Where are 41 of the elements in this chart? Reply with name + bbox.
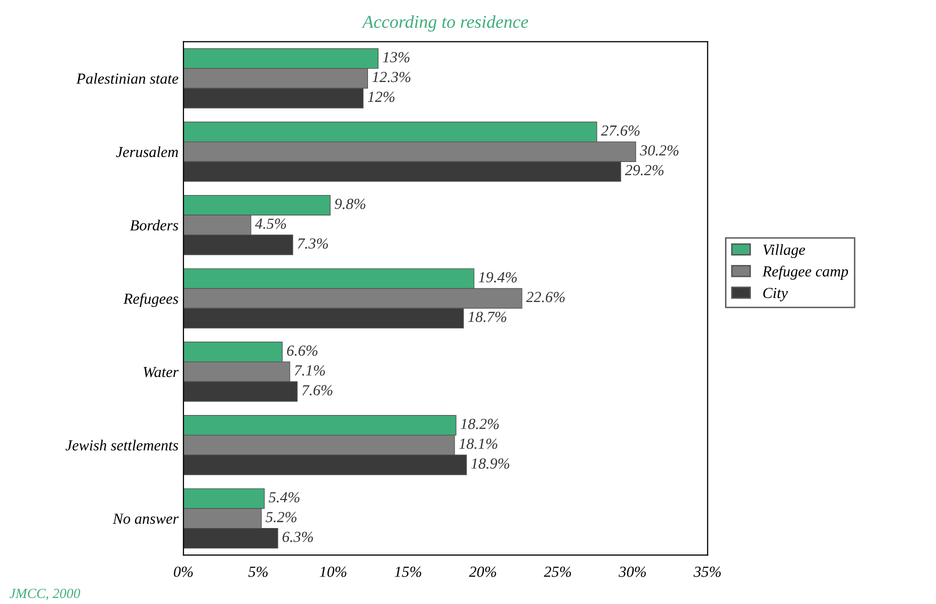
y-tick-label: Palestinian state [76, 73, 178, 84]
data-label: 12% [368, 92, 394, 102]
data-label: 18.2% [460, 418, 499, 430]
data-label: 5.4% [268, 492, 300, 502]
y-tick-label: Refugees [123, 293, 178, 308]
x-tick-label: 35% [694, 566, 721, 577]
data-label: 9.8% [334, 198, 366, 210]
y-tick-label: Jerusalem [116, 146, 178, 158]
x-tick-label: 15% [394, 566, 422, 577]
x-tick-label: 20% [468, 566, 496, 577]
data-label: 12.3% [372, 72, 410, 82]
data-label: 18.7% [468, 312, 506, 322]
x-tick-label: 25% [544, 566, 571, 577]
data-label: 7.6% [302, 385, 332, 396]
x-tick-label: 0% [174, 566, 193, 577]
y-tick-label: Borders [130, 220, 178, 230]
x-tick-label: 10% [320, 566, 346, 577]
legend-label: City [763, 288, 788, 302]
data-label: 27.6% [600, 125, 640, 136]
y-tick-label: No answer [112, 514, 179, 524]
x-tick-label: 5% [248, 566, 268, 577]
legend-label: Village [763, 244, 806, 258]
text: JMCC, 2000 [10, 588, 80, 600]
data-label: 7.1% [294, 365, 325, 376]
data-label: 22.6% [526, 292, 565, 302]
data-label: 18.9% [471, 458, 510, 469]
y-tick-label: Jewish settlements [66, 440, 178, 451]
data-label: 7.3% [298, 238, 328, 249]
data-label: 19.4% [478, 272, 517, 282]
data-label: 18.1% [459, 438, 498, 449]
data-label: 30.2% [640, 145, 678, 156]
legend-label: Refugee camp [762, 266, 848, 280]
y-tick-label: Water [144, 367, 179, 378]
data-label: 4.5% [255, 218, 286, 229]
data-label: 29.2% [624, 165, 664, 176]
data-label: 13% [382, 52, 410, 62]
data-label: 6.3% [282, 532, 313, 542]
chart-title: According to residence [361, 15, 528, 32]
data-label: 6.6% [287, 345, 318, 356]
x-tick-label: 30% [618, 566, 646, 577]
data-label: 5.2% [266, 512, 296, 522]
